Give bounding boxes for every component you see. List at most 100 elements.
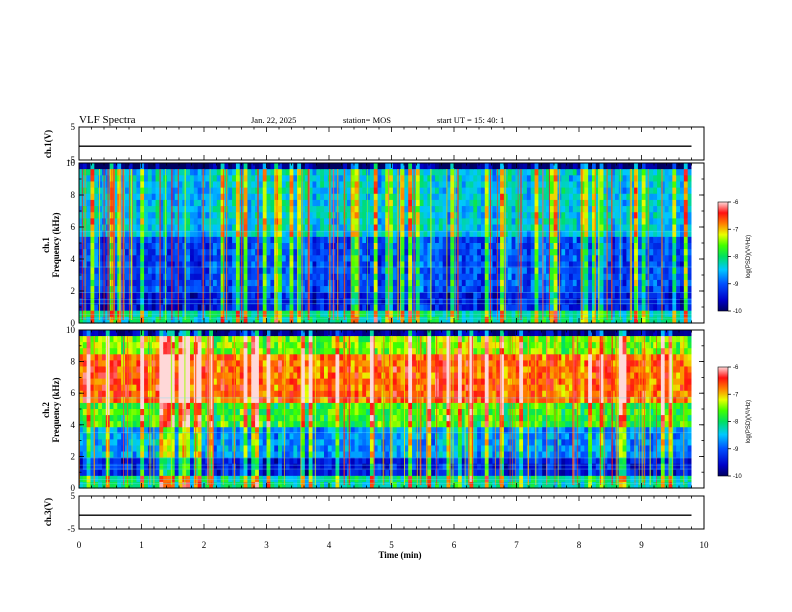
ch1-spec-cell bbox=[676, 255, 681, 263]
ch1-spec-cell bbox=[170, 199, 176, 207]
ch1-spec-cell bbox=[477, 304, 482, 312]
ch1-spec-cell bbox=[358, 243, 363, 250]
ch1-spec-cell bbox=[362, 298, 367, 306]
ch1-spec-cell bbox=[588, 236, 593, 244]
ch1-spec-cell bbox=[530, 298, 536, 306]
ch1-spec-cell bbox=[343, 316, 348, 324]
ch1-spec-cell bbox=[565, 298, 570, 306]
ch1-spec-cell bbox=[400, 249, 405, 256]
ch1-spec-cell bbox=[676, 212, 681, 219]
ch1-spec-cell bbox=[534, 273, 539, 281]
ch1-spec-cell bbox=[381, 187, 386, 195]
ch1-spec-cell bbox=[446, 212, 451, 219]
ch1-spec-cell bbox=[297, 199, 302, 207]
ch1-spec-cell bbox=[174, 181, 180, 189]
ch1-spec-cell bbox=[408, 249, 413, 256]
ch1-spec-cell bbox=[247, 279, 252, 287]
ch1-spec-cell bbox=[465, 175, 471, 183]
ch1-spec-cell bbox=[320, 279, 325, 287]
ch1-spec-cell bbox=[281, 267, 287, 275]
ch2-spec-cell bbox=[140, 372, 145, 380]
ch1-spec-cell bbox=[634, 199, 639, 207]
ch1-spec-cell bbox=[657, 273, 662, 281]
ch1-spec-cell bbox=[151, 255, 157, 263]
ch2-spec-cell bbox=[136, 366, 141, 374]
ch1-spec-cell bbox=[435, 187, 440, 195]
ch1-spec-cell bbox=[637, 187, 643, 195]
ch1-spec-cell bbox=[312, 163, 317, 170]
ch1-spec-cell bbox=[622, 279, 628, 287]
ch1-spec-cell bbox=[565, 255, 570, 263]
ch1-spec-cell bbox=[569, 286, 574, 293]
ch1-spec-cell bbox=[427, 236, 432, 244]
ch2-spec-cell bbox=[94, 457, 99, 465]
ch1-spec-cell bbox=[385, 316, 390, 324]
ch1-spec-cell bbox=[469, 181, 474, 189]
ch1-spec-cell bbox=[147, 199, 153, 207]
ch1-spec-cell bbox=[404, 212, 409, 219]
ch1-spec-cell bbox=[457, 206, 463, 213]
ch1-spec-cell bbox=[193, 249, 199, 256]
ch2-spec-cell bbox=[101, 396, 107, 404]
ch1-spec-cell bbox=[369, 224, 375, 232]
ch1-spec-cell bbox=[427, 273, 432, 281]
ch1-spec-cell bbox=[511, 298, 517, 306]
ch1-spec-cell bbox=[500, 243, 505, 250]
ch1-spec-cell bbox=[668, 224, 673, 232]
ch2-spec-cell bbox=[101, 469, 107, 477]
ch1-spec-cell bbox=[515, 187, 520, 195]
ch1-spec-cell bbox=[155, 175, 160, 183]
ch1-spec-cell bbox=[435, 169, 440, 176]
ch1-spec-cell bbox=[339, 249, 344, 256]
ch1-spec-cell bbox=[262, 193, 268, 201]
ch1-spec-cell bbox=[611, 267, 616, 275]
ch1-spec-cell bbox=[98, 243, 103, 250]
ch2-spec-cell bbox=[136, 402, 141, 410]
ch1-spec-cell bbox=[431, 249, 436, 256]
ch1-spec-cell bbox=[396, 273, 402, 281]
ch1-spec-cell bbox=[350, 273, 356, 281]
ch1-spec-cell bbox=[98, 199, 103, 207]
ch1-spec-cell bbox=[457, 292, 463, 299]
ch1-spec-cell bbox=[523, 279, 528, 287]
ch1-spec-cell bbox=[614, 187, 620, 195]
ch1-spec-cell bbox=[657, 261, 662, 269]
ch1-spec-cell bbox=[569, 181, 574, 189]
ch1-spec-cell bbox=[155, 243, 160, 250]
ch1-spec-cell bbox=[622, 236, 628, 244]
ch2-spec-cell bbox=[144, 360, 149, 368]
ch1-spec-cell bbox=[680, 193, 685, 201]
ch1-spec-cell bbox=[450, 273, 455, 281]
ch1-spec-cell bbox=[634, 298, 639, 306]
ch1-spec-cell bbox=[565, 261, 570, 269]
ch1-spec-cell bbox=[435, 212, 440, 219]
ch1-spec-cell bbox=[304, 267, 310, 275]
ch1-spec-cell bbox=[147, 169, 153, 176]
ch1-spec-cell bbox=[316, 255, 321, 263]
ch1-spec-cell bbox=[611, 286, 616, 293]
ch1-spec-cell bbox=[595, 316, 601, 324]
ch1-spec-cell bbox=[672, 316, 677, 324]
ch1-spec-cell bbox=[500, 163, 505, 170]
ch1-spec-cell bbox=[542, 193, 547, 201]
ch1-spec-cell bbox=[144, 286, 149, 293]
ch1-spec-cell bbox=[549, 163, 555, 170]
ch1-spec-cell bbox=[320, 169, 325, 176]
ch2-spec-cell bbox=[136, 354, 141, 361]
ch1-spec-cell bbox=[500, 206, 505, 213]
ch1-spec-cell bbox=[457, 169, 463, 176]
ch1-spec-cell bbox=[320, 193, 325, 201]
ch1-spec-cell bbox=[538, 236, 543, 244]
ch1-spec-cell bbox=[392, 206, 398, 213]
ch1-spec-cell bbox=[603, 193, 608, 201]
ch1-spec-cell bbox=[404, 236, 409, 244]
ch1-spec-cell bbox=[228, 212, 233, 219]
ch1-spec-cell bbox=[320, 230, 325, 238]
ch1-spec-cell bbox=[542, 199, 547, 207]
ch1-spec-cell bbox=[549, 218, 555, 226]
ch1-spec-cell bbox=[350, 212, 356, 219]
ch1-spec-cell bbox=[247, 286, 252, 293]
ch1-spec-cell bbox=[247, 255, 252, 263]
ch1-spec-cell bbox=[212, 267, 218, 275]
ch1-spec-cell bbox=[645, 206, 650, 213]
